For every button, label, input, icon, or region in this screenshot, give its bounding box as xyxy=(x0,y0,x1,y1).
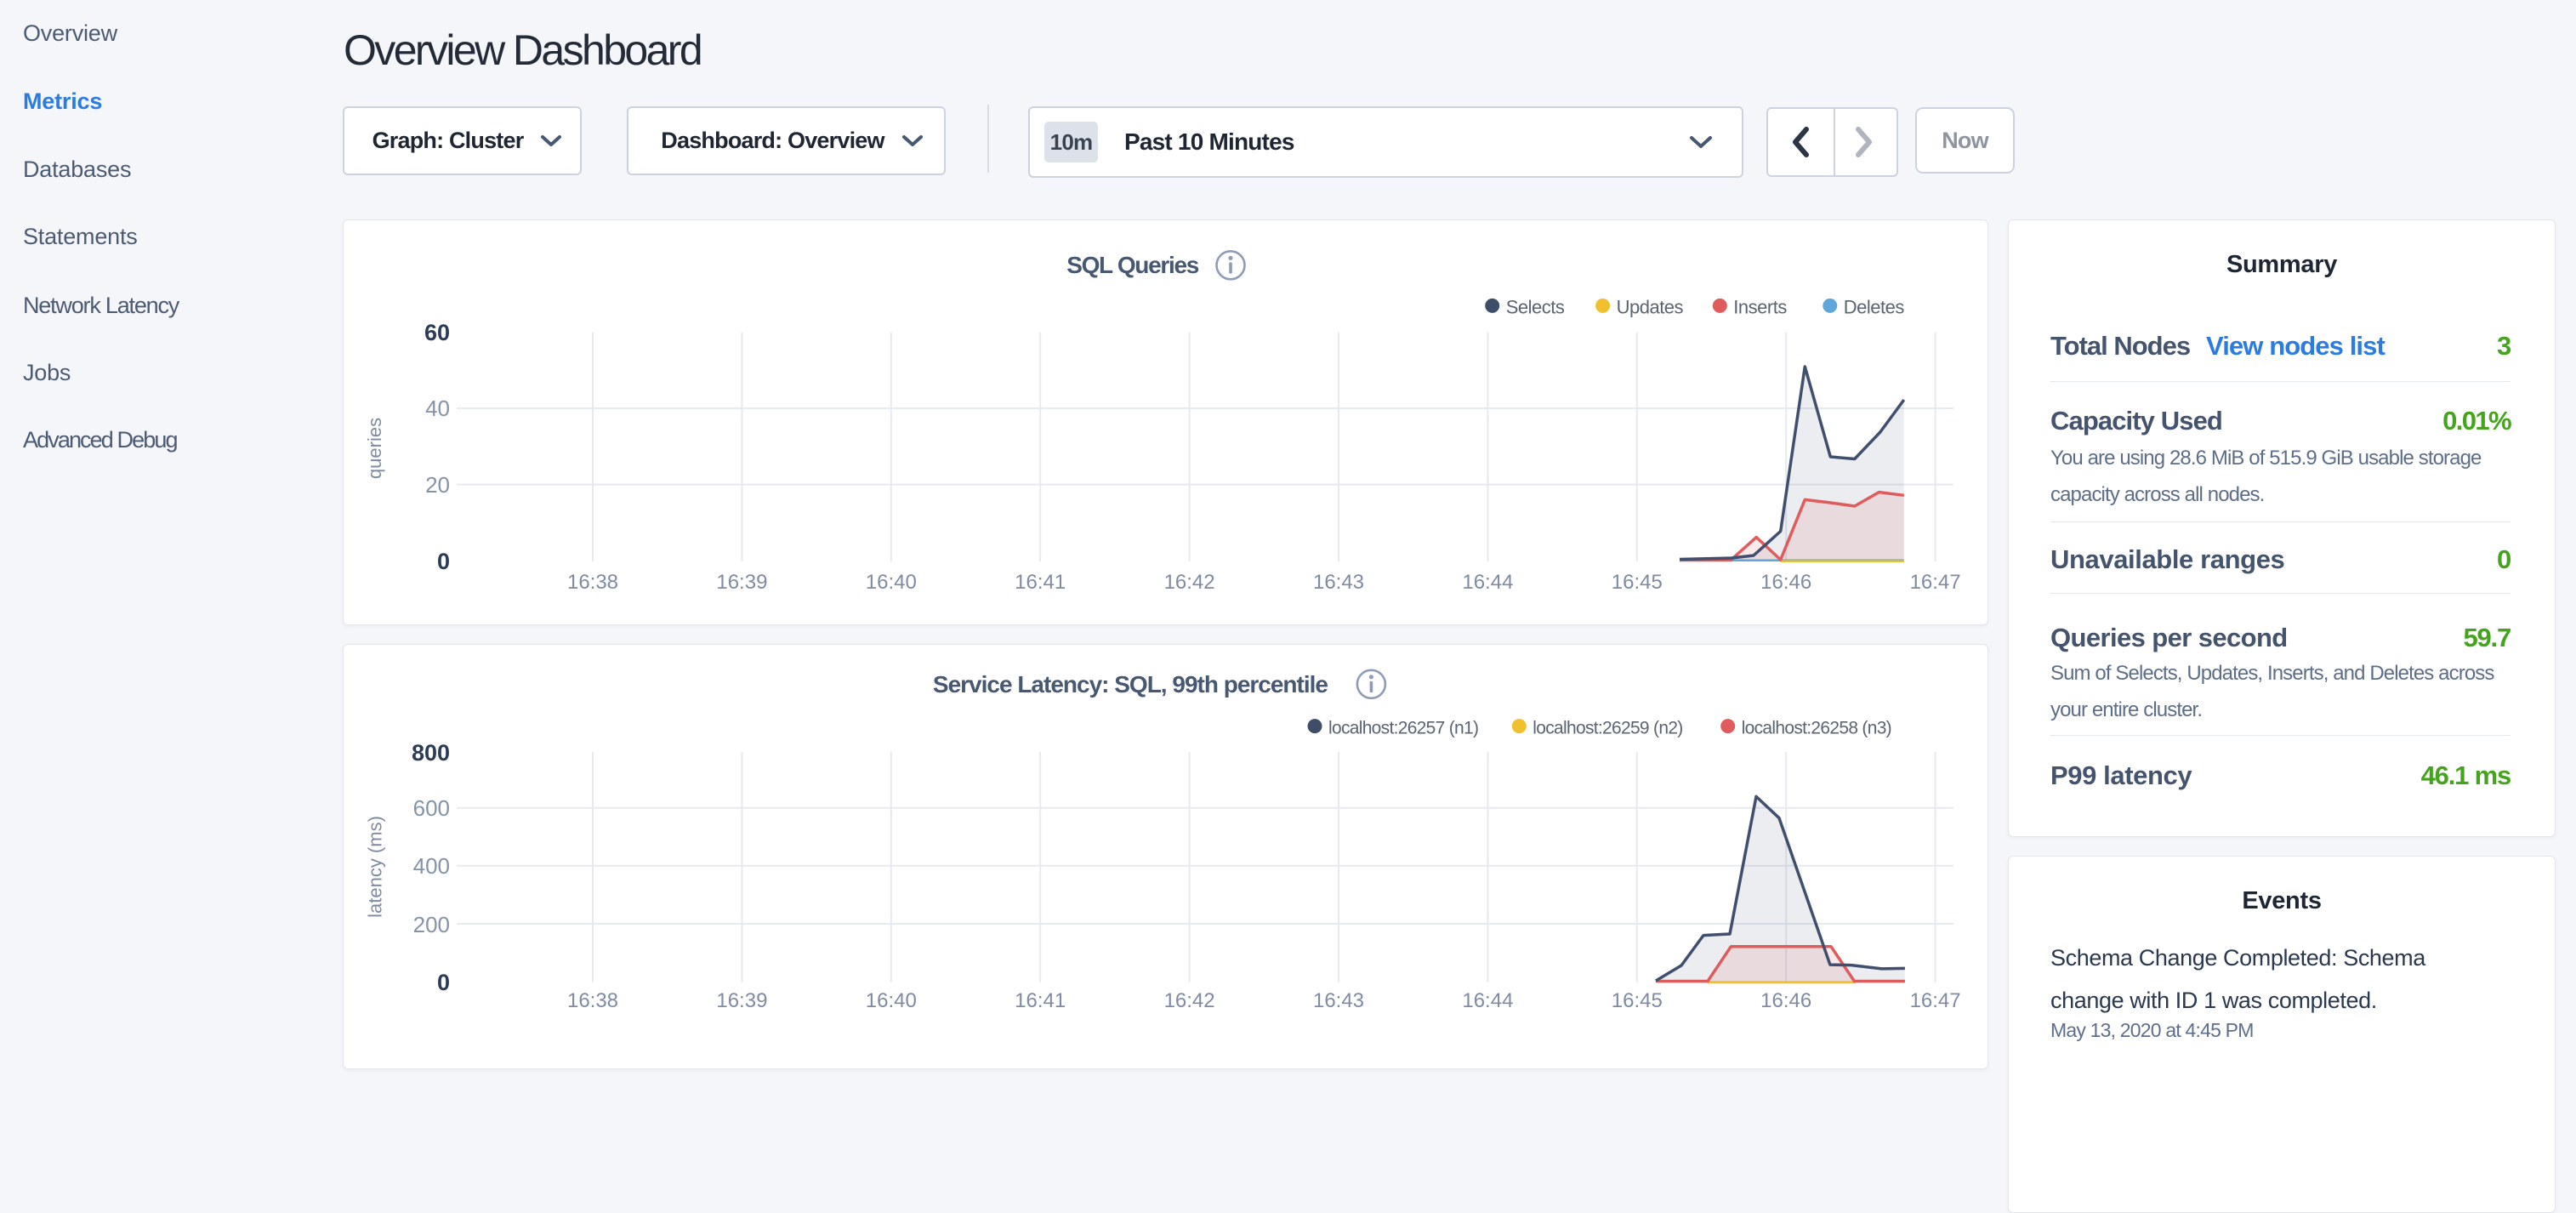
svg-text:800: 800 xyxy=(412,740,450,766)
svg-text:16:39: 16:39 xyxy=(716,989,767,1012)
svg-text:16:43: 16:43 xyxy=(1313,571,1364,594)
svg-text:16:45: 16:45 xyxy=(1612,989,1663,1012)
svg-text:latency (ms): latency (ms) xyxy=(365,816,386,918)
svg-text:16:42: 16:42 xyxy=(1164,989,1215,1012)
svg-text:16:46: 16:46 xyxy=(1760,989,1811,1012)
svg-text:16:44: 16:44 xyxy=(1462,989,1513,1012)
svg-text:400: 400 xyxy=(413,853,450,879)
svg-text:16:41: 16:41 xyxy=(1015,571,1066,594)
svg-text:queries: queries xyxy=(364,418,385,479)
svg-text:16:44: 16:44 xyxy=(1462,571,1513,594)
svg-text:16:38: 16:38 xyxy=(567,571,618,594)
svg-text:16:38: 16:38 xyxy=(567,989,618,1012)
svg-text:16:39: 16:39 xyxy=(716,571,767,594)
svg-text:16:41: 16:41 xyxy=(1015,989,1066,1012)
svg-text:16:47: 16:47 xyxy=(1910,571,1961,594)
svg-text:SQL Queries: SQL Queries xyxy=(1066,252,1199,278)
svg-text:Deletes: Deletes xyxy=(1844,296,1905,317)
svg-text:localhost:26259 (n2): localhost:26259 (n2) xyxy=(1533,719,1682,738)
svg-text:16:47: 16:47 xyxy=(1910,989,1961,1012)
svg-text:16:40: 16:40 xyxy=(866,571,917,594)
svg-text:16:45: 16:45 xyxy=(1612,571,1663,594)
svg-text:localhost:26258 (n3): localhost:26258 (n3) xyxy=(1742,719,1891,738)
svg-text:16:40: 16:40 xyxy=(866,989,917,1012)
svg-text:200: 200 xyxy=(413,912,450,937)
svg-text:0: 0 xyxy=(437,549,450,574)
svg-text:Updates: Updates xyxy=(1617,296,1684,317)
svg-text:16:46: 16:46 xyxy=(1760,571,1811,594)
svg-text:Inserts: Inserts xyxy=(1733,296,1787,317)
svg-text:16:42: 16:42 xyxy=(1164,571,1215,594)
svg-text:Selects: Selects xyxy=(1506,296,1565,317)
svg-text:40: 40 xyxy=(425,396,450,421)
svg-text:16:43: 16:43 xyxy=(1313,989,1364,1012)
svg-text:60: 60 xyxy=(424,320,450,345)
svg-text:localhost:26257 (n1): localhost:26257 (n1) xyxy=(1328,719,1478,738)
svg-text:Service Latency: SQL, 99th per: Service Latency: SQL, 99th percentile xyxy=(933,671,1328,698)
svg-text:600: 600 xyxy=(413,795,450,821)
svg-text:0: 0 xyxy=(437,970,450,995)
svg-text:20: 20 xyxy=(425,472,450,498)
